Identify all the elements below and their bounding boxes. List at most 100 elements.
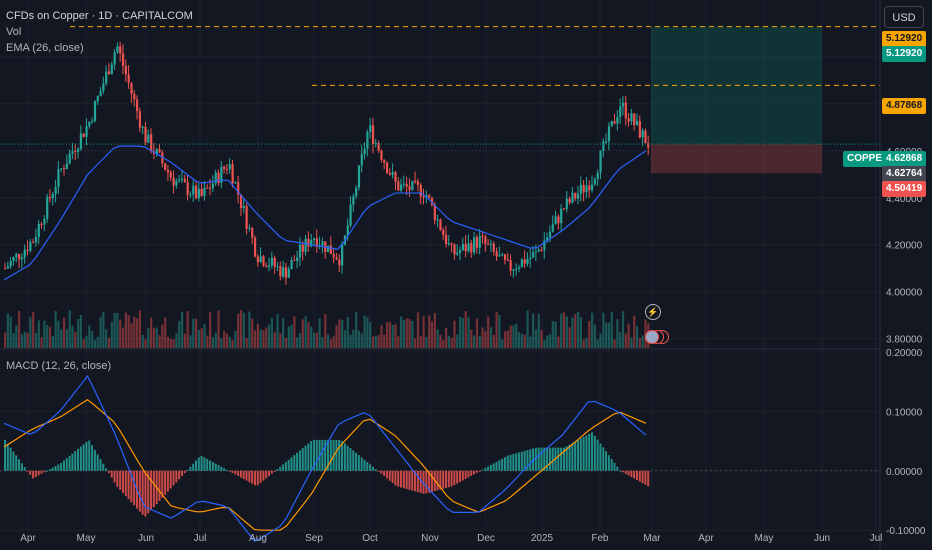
volume-bar [461,318,465,348]
volume-bar [442,339,445,348]
volume-bar [529,336,532,348]
candle-body [298,244,302,258]
candle-body [540,249,543,251]
volume-bar [495,311,498,348]
volume-bar [355,312,358,348]
candle-body [554,216,557,225]
macd-histogram-bar [394,470,397,486]
macd-histogram-bar [602,447,605,471]
macd-histogram-bar [253,470,256,486]
macd-histogram-bar [161,470,164,498]
volume-bar [200,328,203,348]
volume-bar [32,312,35,348]
macd-histogram-bar [346,445,349,471]
volume-bar [34,332,38,348]
volume-bar [467,317,470,348]
volume-bar [416,312,420,348]
macd-histogram-bar [355,452,358,471]
candle-body [287,269,290,278]
candle-body [380,150,383,161]
macd-histogram-bar [220,466,223,471]
volume-bar [388,321,391,348]
volume-bar [633,315,636,348]
candle-body [596,172,599,180]
macd-histogram-bar [489,464,492,471]
macd-histogram-bar [46,470,49,472]
volume-bar [82,339,85,348]
macd-histogram-bar [6,443,9,471]
candle-body [363,148,366,155]
volume-bar [394,324,397,348]
x-tick-label: May [77,533,96,544]
volume-bar [298,333,302,348]
candle-body [217,172,220,183]
volume-bar [43,320,46,348]
candle-body [475,237,479,248]
candle-body [635,121,639,126]
candle-body [12,257,15,262]
volume-bar [279,333,282,348]
x-tick-label: Apr [698,533,714,544]
candle-body [506,259,509,261]
candle-body [588,185,591,191]
candle-body [450,243,453,245]
candle-body [301,244,304,252]
candle-body [377,142,380,151]
candle-body [262,256,265,266]
volume-bar [290,325,293,348]
volume-bar [152,328,156,348]
y-tick-label: 4.40000 [886,194,923,205]
currency-button[interactable]: USD [884,6,924,28]
volume-bar [259,329,262,348]
macd-histogram-bar [473,470,476,475]
macd-histogram-bar [127,470,130,500]
macd-histogram-bar [537,447,540,471]
candle-body [453,244,456,255]
volume-bar [77,319,80,348]
volume-bar [602,312,605,348]
macd-histogram-bar [68,455,71,471]
candle-body [242,206,245,209]
candle-body [478,235,481,248]
candle-body [593,179,597,185]
macd-histogram-bar [503,457,506,471]
candle-body [391,172,394,175]
volume-bar [599,333,602,348]
volume-bar [121,327,125,348]
candle-body [321,241,324,246]
candle-body [383,160,386,163]
macd-histogram-bar [411,470,414,491]
candle-body [310,239,313,247]
macd-histogram-bar [225,469,228,471]
volume-bar [405,318,408,348]
macd-histogram-bar [456,470,459,484]
volume-bar [456,334,459,348]
macd-histogram-bar [641,470,644,484]
volume-bar [324,313,327,348]
macd-histogram-bar [560,447,563,471]
volume-bar [220,338,223,348]
candle-body [619,106,622,118]
volume-bar [374,335,377,348]
macd-histogram-bar [647,470,650,487]
macd-histogram-bar [40,470,43,474]
macd-histogram-bar [414,470,417,492]
volume-bar [262,330,265,348]
lightning-icon[interactable]: ⚡ [645,304,661,320]
volume-bar [562,312,566,348]
candle-body [517,267,521,269]
candle-body [470,243,473,253]
volume-bar [596,339,599,348]
candle-body [136,99,139,112]
candle-body [346,225,349,236]
candle-body [51,194,54,199]
events-icon[interactable] [645,330,669,344]
macd-pane [0,375,880,542]
volume-bar [284,337,288,348]
volume-bar [161,324,164,348]
candle-body [473,237,476,253]
volume-bar [37,320,40,348]
macd-histogram-bar [164,470,167,495]
macd-tick-label: -0.10000 [886,526,926,537]
